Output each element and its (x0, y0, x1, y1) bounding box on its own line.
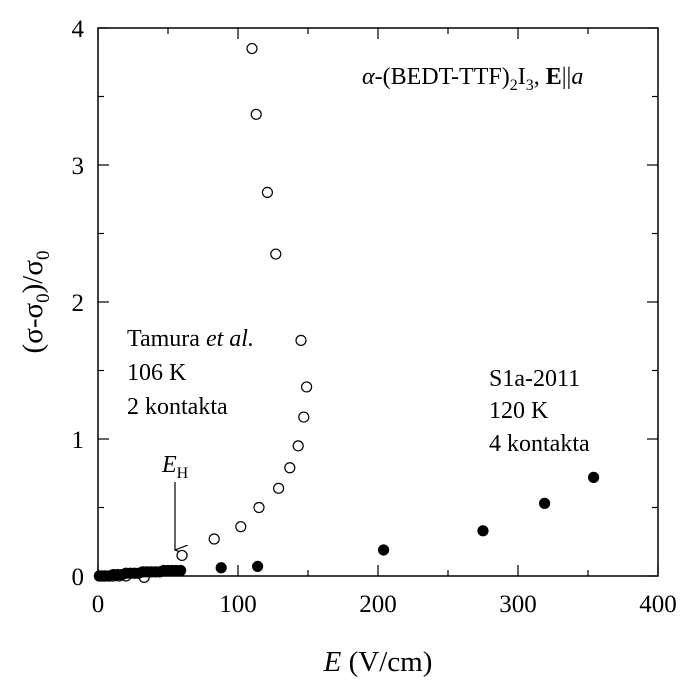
open-circle-point (250, 108, 262, 120)
x-tick-label: 400 (639, 591, 677, 618)
filled-circle-point (215, 562, 227, 574)
x-axis-title: E (V/cm) (323, 646, 433, 678)
tamura-temp-label: 106 K (127, 360, 187, 386)
filled-circle-point (538, 497, 551, 509)
filled-circle-point (587, 471, 600, 483)
x-tick-label: 100 (219, 591, 257, 618)
x-tick-label: 0 (92, 591, 105, 618)
y-tick-label: 1 (72, 427, 85, 454)
filled-circle-point (175, 564, 187, 577)
tamura-contacts-label: 2 kontakta (127, 394, 228, 420)
x-tick-label: 300 (499, 591, 537, 618)
tamura-name-label: Tamura et al. (127, 326, 254, 352)
open-circle-point (208, 533, 220, 545)
open-circle-point (298, 411, 310, 423)
y-axis-title: (σ-σ0)/σ0 (17, 251, 54, 354)
open-circle-point (253, 501, 265, 514)
series-open-circles (93, 42, 313, 583)
open-circle-point (295, 334, 307, 346)
filled-circle-point (477, 525, 489, 537)
eh-label: EH (161, 452, 189, 482)
open-circle-point (301, 381, 313, 393)
filled-circle-point (378, 544, 390, 556)
series-filled-circles (93, 471, 600, 582)
y-tick-label: 0 (72, 564, 85, 591)
y-tick-label: 2 (72, 290, 85, 317)
axis-ticks (97, 27, 659, 577)
open-circle-point (235, 521, 247, 533)
sample-temp-label: 120 K (489, 398, 549, 424)
open-circle-point (273, 482, 285, 494)
open-circle-point (284, 462, 296, 474)
x-tick-label: 200 (359, 591, 397, 618)
y-tick-labels: 0 1 2 3 4 (72, 16, 85, 591)
sample-name-label: S1a-2011 (489, 366, 580, 392)
y-tick-label: 3 (72, 153, 85, 180)
filled-circle-point (252, 560, 264, 573)
open-circle-point (246, 42, 258, 55)
compound-label: α-(BEDT-TTF)2I3, E||a (362, 64, 583, 94)
y-tick-label: 4 (72, 16, 85, 43)
open-circle-point (176, 549, 188, 562)
plot-frame (97, 27, 659, 577)
open-circle-point (270, 248, 282, 260)
sample-contacts-label: 4 kontakta (489, 431, 590, 457)
x-tick-labels: 0 100 200 300 400 (92, 591, 677, 618)
open-circle-point (261, 186, 273, 198)
open-circle-point (292, 440, 304, 452)
